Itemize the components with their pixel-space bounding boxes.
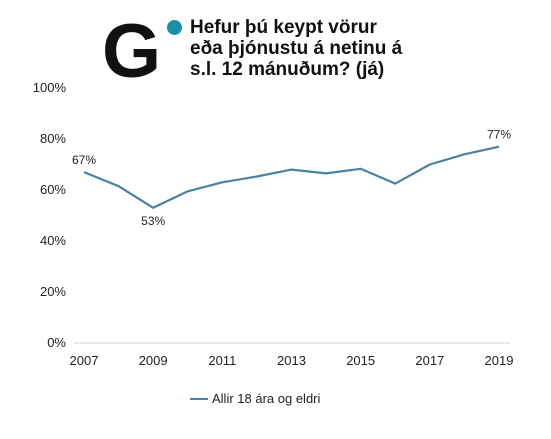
title-line: s.l. 12 mánuðum? (já) (190, 59, 385, 80)
x-tick-label: 2019 (485, 353, 514, 368)
x-tick-label: 2009 (139, 353, 168, 368)
logo-letter: G (102, 9, 161, 94)
title-line: eða þjónustu á netinu á (190, 38, 403, 59)
x-tick-label: 2013 (277, 353, 306, 368)
legend: Allir 18 ára og eldri (190, 391, 320, 406)
x-tick-label: 2007 (70, 353, 99, 368)
y-tick-label: 20% (40, 284, 66, 299)
legend-swatch (190, 397, 208, 400)
y-tick-label: 40% (40, 233, 66, 248)
x-tick-label: 2017 (415, 353, 444, 368)
logo-dot (167, 20, 182, 35)
x-tick-label: 2015 (346, 353, 375, 368)
data-label: 77% (487, 128, 511, 142)
y-tick-label: 0% (47, 335, 66, 350)
y-tick-label: 60% (40, 182, 66, 197)
data-label: 67% (72, 153, 96, 167)
y-tick-label: 100% (33, 80, 67, 95)
series-line (83, 145, 500, 209)
legend-label: Allir 18 ára og eldri (212, 391, 321, 406)
y-tick-label: 80% (40, 131, 66, 146)
chart-title: Hefur þú keypt vörur eða þjónustu á neti… (190, 17, 510, 80)
title-line: Hefur þú keypt vörur (190, 17, 377, 38)
x-tick-label: 2011 (208, 353, 236, 368)
data-label: 53% (141, 214, 165, 228)
